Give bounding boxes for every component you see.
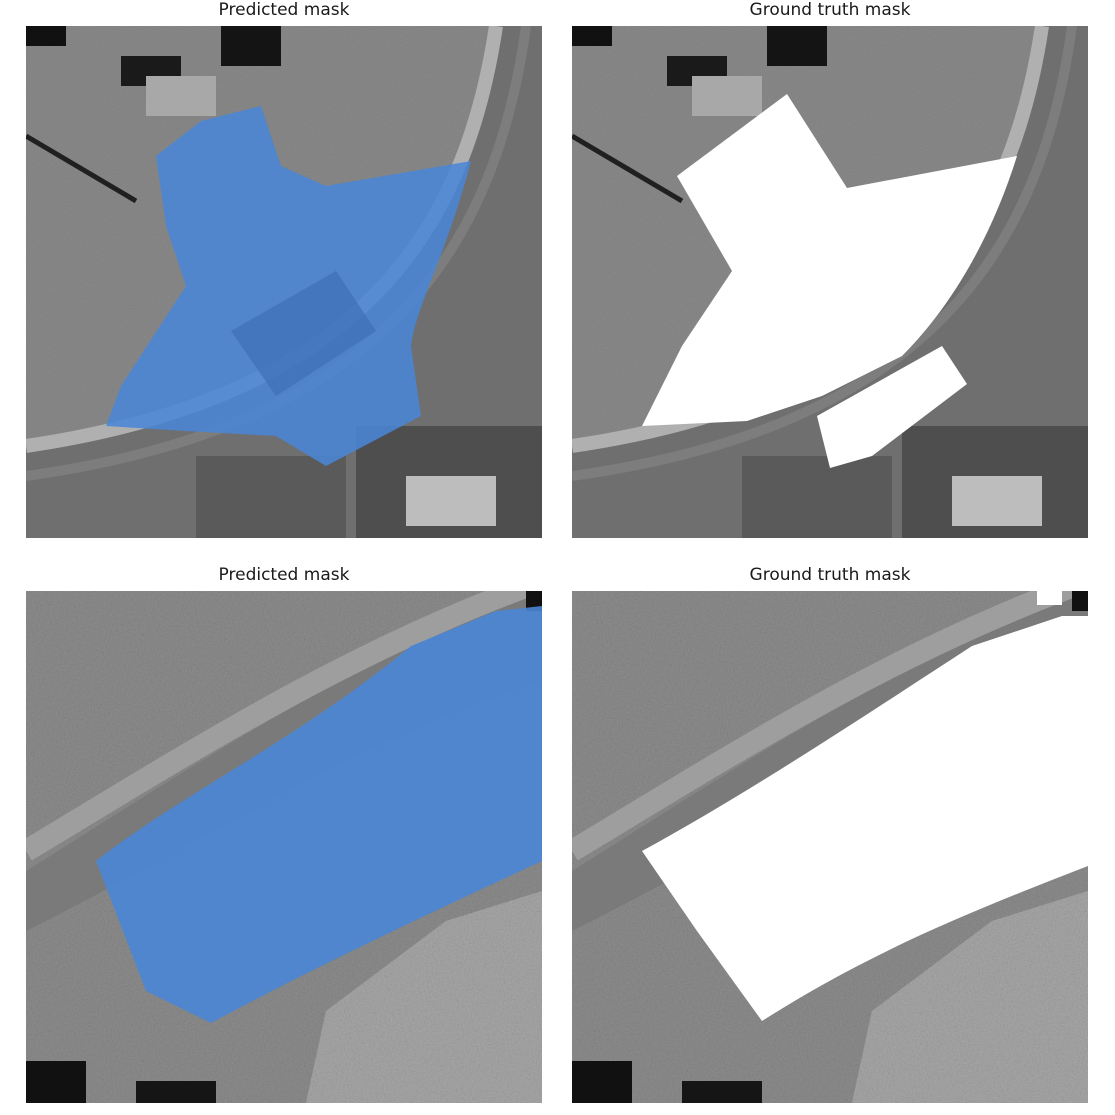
aerial-image-bottom-left bbox=[26, 591, 542, 1103]
panel-top-left-predicted bbox=[26, 26, 542, 538]
predicted-mask-region bbox=[96, 606, 542, 1023]
aerial-image-top-left bbox=[26, 26, 542, 538]
ground-truth-mask-region bbox=[642, 94, 1017, 426]
panel-bottom-left-predicted bbox=[26, 591, 542, 1103]
aerial-image-top-right bbox=[572, 26, 1088, 538]
panel-title-top-left: Predicted mask bbox=[218, 0, 350, 20]
ground-truth-mask-region-secondary bbox=[817, 346, 967, 468]
panel-title-bottom-right: Ground truth mask bbox=[749, 565, 911, 585]
predicted-mask-region bbox=[106, 106, 471, 466]
panel-bottom-right-ground-truth bbox=[572, 591, 1088, 1103]
aerial-image-bottom-right bbox=[572, 591, 1088, 1103]
panel-top-right-ground-truth bbox=[572, 26, 1088, 538]
ground-truth-mask-region bbox=[642, 616, 1088, 1021]
panel-title-top-right: Ground truth mask bbox=[749, 0, 911, 20]
panel-title-bottom-left: Predicted mask bbox=[218, 565, 350, 585]
